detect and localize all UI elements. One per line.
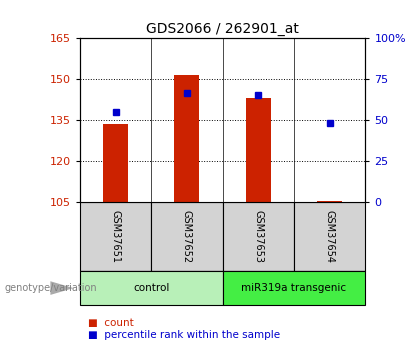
Bar <box>80 271 223 305</box>
Text: GSM37653: GSM37653 <box>253 210 263 263</box>
Bar <box>151 202 223 271</box>
Text: control: control <box>133 283 169 293</box>
Text: GSM37654: GSM37654 <box>325 210 335 263</box>
Bar <box>317 201 342 202</box>
Bar <box>246 98 271 202</box>
Title: GDS2066 / 262901_at: GDS2066 / 262901_at <box>146 21 299 36</box>
Bar <box>223 271 365 305</box>
Text: GSM37652: GSM37652 <box>182 210 192 263</box>
Text: miR319a transgenic: miR319a transgenic <box>241 283 346 293</box>
Bar <box>103 124 128 202</box>
Text: genotype/variation: genotype/variation <box>4 283 97 293</box>
Polygon shape <box>50 281 74 295</box>
Bar <box>80 202 151 271</box>
Text: ■  percentile rank within the sample: ■ percentile rank within the sample <box>88 331 280 340</box>
Text: ■  count: ■ count <box>88 318 134 327</box>
Text: GSM37651: GSM37651 <box>110 210 121 263</box>
Bar <box>223 202 294 271</box>
Bar <box>174 75 199 202</box>
Bar <box>294 202 365 271</box>
